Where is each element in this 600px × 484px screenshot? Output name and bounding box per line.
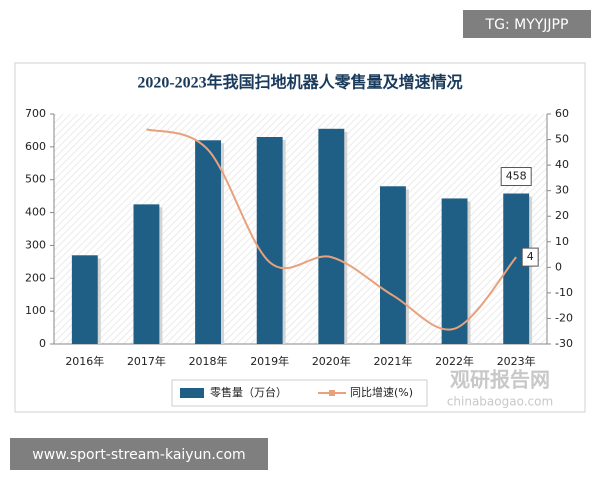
watermark: 观研报告网	[450, 368, 550, 392]
y-tick-label: 300	[25, 238, 46, 251]
bar	[441, 198, 468, 344]
watermark-url: chinabaogao.com	[447, 395, 553, 409]
y2-tick-label: 40	[555, 158, 569, 171]
value-label: 4	[527, 250, 534, 263]
x-tick-label: 2016年	[65, 354, 104, 368]
y2-tick-label: 10	[555, 235, 569, 248]
legend-border	[171, 379, 428, 407]
y-tick-label: 600	[25, 140, 46, 153]
y2-tick-label: 0	[555, 260, 562, 273]
bar	[256, 137, 283, 344]
x-tick-label: 2020年	[312, 354, 351, 368]
y-tick-label: 700	[25, 107, 46, 120]
y2-tick-label: -20	[555, 311, 573, 324]
value-label: 458	[506, 170, 527, 183]
legend-label: 零售量（万台）	[210, 385, 287, 399]
y-tick-label: 400	[25, 206, 46, 219]
site-box	[10, 438, 268, 470]
x-tick-label: 2022年	[435, 354, 474, 368]
chart-title: 2020-2023年我国扫地机器人零售量及增速情况	[137, 73, 462, 92]
tag-box	[463, 10, 591, 38]
bar	[71, 255, 98, 344]
y-tick-label: 0	[39, 337, 46, 350]
x-tick-label: 2019年	[250, 354, 289, 368]
y-tick-label: 200	[25, 271, 46, 284]
bar	[379, 186, 406, 344]
y2-tick-label: -10	[555, 286, 573, 299]
value-label-box	[500, 167, 532, 187]
bar	[133, 204, 160, 344]
bar	[318, 128, 345, 344]
y2-tick-label: 30	[555, 184, 569, 197]
y2-tick-label: 20	[555, 209, 569, 222]
site-text: www.sport-stream-kaiyun.com	[32, 447, 245, 463]
y2-tick-label: 60	[555, 107, 569, 120]
x-tick-label: 2017年	[127, 354, 166, 368]
y2-tick-label: -30	[555, 337, 573, 350]
legend-label: 同比增速(%)	[350, 385, 413, 399]
legend-swatch	[329, 390, 335, 396]
y-tick-label: 100	[25, 304, 46, 317]
bar	[195, 140, 222, 344]
value-label-box	[521, 247, 539, 267]
plot-area	[54, 114, 547, 344]
line	[146, 128, 517, 331]
tag-text: TG: MYYJJPP	[485, 17, 569, 33]
y-tick-label: 500	[25, 173, 46, 186]
x-tick-label: 2023年	[497, 354, 536, 368]
legend-swatch	[180, 388, 204, 398]
x-tick-label: 2021年	[373, 354, 412, 368]
y2-tick-label: 50	[555, 133, 569, 146]
x-tick-label: 2018年	[189, 354, 228, 368]
